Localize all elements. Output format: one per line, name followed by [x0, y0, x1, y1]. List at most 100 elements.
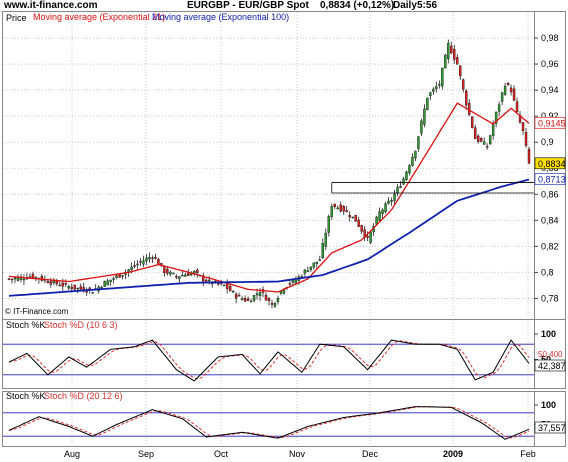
candle	[151, 257, 154, 260]
instrument-title: EURGBP - EUR/GBP Spot	[187, 0, 309, 11]
candle	[103, 281, 106, 287]
price-panel-title: Price	[6, 13, 27, 23]
stoch1-tick-label: 100	[541, 329, 556, 339]
stoch1-title-k: Stoch %K	[6, 320, 46, 330]
candle	[240, 298, 244, 300]
candle	[172, 272, 175, 275]
candle	[237, 295, 241, 297]
candle	[91, 292, 94, 294]
candle	[354, 214, 357, 222]
candle	[438, 83, 441, 86]
candle	[76, 287, 79, 290]
price-tick-label: 0,84	[541, 215, 559, 225]
candle	[166, 268, 169, 274]
candle	[82, 287, 85, 292]
stoch2-k-value: 37,557	[538, 423, 566, 433]
candle	[193, 271, 196, 274]
candle	[312, 262, 316, 268]
stoch1-k-box	[534, 359, 566, 372]
candle	[506, 83, 510, 86]
candle	[70, 286, 73, 289]
candle	[243, 298, 247, 302]
candle	[345, 210, 348, 213]
candle	[267, 298, 271, 301]
price-tick-label: 0,82	[541, 241, 559, 251]
x-tick-label: Nov	[289, 449, 306, 459]
candle	[336, 207, 339, 210]
stoch2-title-k: Stoch %K	[6, 391, 46, 401]
candle	[55, 280, 59, 285]
candle	[527, 148, 531, 164]
candle	[58, 284, 62, 287]
candle	[453, 49, 456, 60]
candle	[139, 261, 142, 263]
candle	[196, 269, 199, 273]
candle	[255, 293, 259, 296]
candle	[441, 67, 444, 87]
value-label: 0,8713	[538, 175, 566, 185]
candle	[178, 276, 181, 279]
candle	[249, 300, 253, 303]
candle	[447, 42, 450, 59]
price-tick-label: 0,94	[541, 85, 559, 95]
candle	[402, 178, 405, 185]
stoch1-d-value: 50,400	[538, 350, 563, 359]
price-tick-label: 0,8	[541, 267, 554, 277]
x-tick-label: Sep	[138, 449, 154, 459]
candle	[405, 171, 408, 181]
candle	[432, 88, 435, 92]
candle	[109, 279, 112, 282]
candle	[378, 211, 381, 221]
candle	[420, 120, 423, 134]
stoch1-title-d: Stoch %D (10 6 3)	[44, 320, 118, 330]
last-price-change: 0,8834 (+0,12%)	[320, 0, 395, 11]
candle	[408, 165, 411, 174]
stoch1-d-line	[8, 340, 530, 380]
period-label: Daily	[393, 0, 417, 11]
candle	[208, 279, 211, 282]
candle	[118, 274, 121, 278]
candle	[333, 203, 336, 208]
candle	[46, 281, 50, 284]
site-name: www.it-finance.com	[4, 0, 98, 11]
price-tick-label: 0,9	[541, 137, 554, 147]
candle	[252, 295, 256, 301]
candle	[324, 232, 327, 247]
candle	[417, 136, 420, 149]
candle	[360, 225, 363, 232]
candle	[258, 292, 262, 297]
candle	[246, 298, 250, 301]
candle	[462, 79, 465, 90]
stoch2-k-line	[8, 406, 530, 440]
candle	[228, 285, 232, 292]
stoch1-k-value: 42,387	[538, 361, 566, 371]
candle	[264, 295, 268, 301]
candle	[330, 206, 333, 218]
last-price-box	[534, 157, 566, 170]
candle	[175, 276, 178, 278]
candle	[423, 108, 426, 125]
candle	[67, 286, 70, 289]
candle	[40, 275, 44, 281]
candle	[521, 122, 525, 131]
candle	[396, 187, 399, 194]
candle	[19, 276, 23, 280]
x-tick-label: Feb	[520, 449, 536, 459]
legend-ema100: Moving average (Exponential 100)	[152, 12, 289, 22]
stoch2-k-box	[534, 421, 566, 434]
time-label: 5:56	[417, 0, 438, 11]
candle	[142, 260, 145, 265]
candle	[476, 135, 480, 142]
candle	[79, 286, 82, 290]
value-label-box	[534, 117, 566, 129]
panel-frame	[2, 11, 566, 320]
candle	[222, 284, 226, 287]
candle	[73, 284, 76, 290]
x-tick-label: Dec	[362, 449, 379, 459]
candle	[399, 186, 402, 188]
candle	[115, 275, 118, 278]
candle	[148, 256, 151, 260]
candle	[512, 88, 516, 101]
candle	[309, 266, 313, 270]
